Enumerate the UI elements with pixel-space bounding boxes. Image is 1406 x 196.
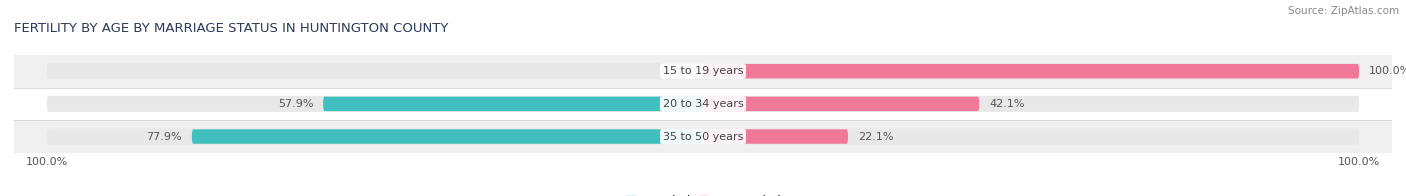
- Text: 0.0%: 0.0%: [662, 66, 690, 76]
- Text: Source: ZipAtlas.com: Source: ZipAtlas.com: [1288, 6, 1399, 16]
- Text: 22.1%: 22.1%: [858, 132, 893, 142]
- FancyBboxPatch shape: [323, 97, 703, 111]
- FancyBboxPatch shape: [191, 129, 703, 144]
- Text: 100.0%: 100.0%: [1369, 66, 1406, 76]
- Bar: [14, 120, 1392, 153]
- Text: FERTILITY BY AGE BY MARRIAGE STATUS IN HUNTINGTON COUNTY: FERTILITY BY AGE BY MARRIAGE STATUS IN H…: [14, 22, 449, 35]
- Bar: [14, 88, 1392, 120]
- FancyBboxPatch shape: [703, 97, 979, 111]
- Text: 15 to 19 years: 15 to 19 years: [662, 66, 744, 76]
- FancyBboxPatch shape: [46, 129, 1360, 145]
- FancyBboxPatch shape: [703, 129, 848, 144]
- Legend: Married, Unmarried: Married, Unmarried: [626, 195, 780, 196]
- Text: 42.1%: 42.1%: [988, 99, 1025, 109]
- Text: 20 to 34 years: 20 to 34 years: [662, 99, 744, 109]
- Text: 57.9%: 57.9%: [278, 99, 314, 109]
- Text: 35 to 50 years: 35 to 50 years: [662, 132, 744, 142]
- FancyBboxPatch shape: [46, 96, 1360, 112]
- FancyBboxPatch shape: [703, 64, 1360, 78]
- Text: 77.9%: 77.9%: [146, 132, 181, 142]
- Bar: [14, 55, 1392, 88]
- FancyBboxPatch shape: [46, 63, 1360, 79]
